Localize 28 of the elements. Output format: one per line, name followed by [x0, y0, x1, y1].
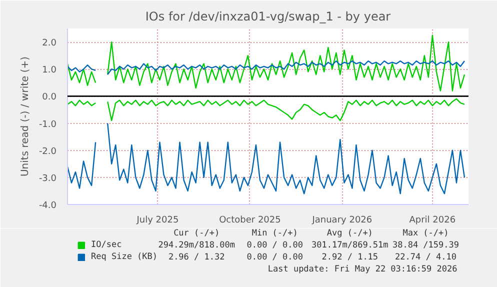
text: 2.96 / 1.32: [168, 252, 225, 262]
text: Avg (-/+): [326, 228, 373, 238]
y-tick-label: -4.0: [38, 201, 57, 211]
y-tick-label: 1.0: [42, 66, 57, 76]
x-tick-label: October 2025: [219, 216, 281, 226]
chart-title: IOs for /dev/inxza01-vg/swap_1 - by year: [145, 10, 391, 24]
text: 294.29m/818.00m: [158, 240, 235, 250]
text: 2.92 / 1.15: [322, 252, 378, 262]
y-axis-title: Units read (-) / write (+): [20, 56, 31, 177]
text: 0.00 / 0.00: [246, 240, 304, 250]
text: Max (-/+): [402, 228, 449, 238]
x-tick-label: January 2026: [311, 216, 372, 226]
legend-label: Req Size (KB): [91, 251, 158, 263]
y-tick-label: 0.0: [42, 92, 57, 103]
x-tick-label: April 2026: [409, 216, 456, 226]
text: 0.00 / 0.00: [246, 252, 304, 262]
text: 22.74 / 4.10: [395, 252, 456, 262]
y-tick-label: -1.0: [38, 120, 57, 130]
text: Min (-/+): [252, 228, 298, 238]
text: 38.84 /159.39: [392, 240, 460, 250]
text: Last update: Fri May 22 03:16:59 2026: [268, 264, 458, 274]
y-tick-label: 2.0: [42, 38, 57, 49]
x-tick-label: July 2025: [136, 216, 179, 226]
y-tick-label: -3.0: [38, 174, 57, 184]
legend-label: IO/sec: [91, 239, 122, 251]
text: Cur (-/+): [174, 228, 220, 238]
y-tick-label: -2.0: [38, 146, 57, 157]
text: 301.17m/869.51m: [312, 240, 388, 250]
